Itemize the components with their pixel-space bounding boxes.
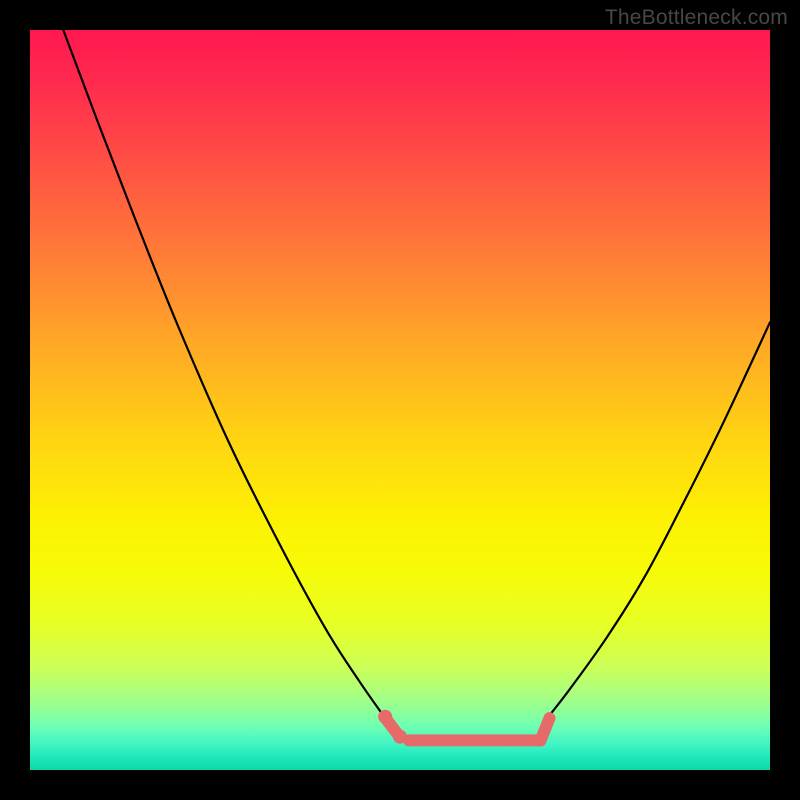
valley-dot-1 [393, 730, 407, 744]
curve-left_arm [63, 30, 385, 718]
valley-segment-2 [541, 718, 550, 740]
plot-area [30, 30, 770, 770]
curve-right_arm [544, 322, 770, 722]
valley-dot-0 [378, 710, 392, 724]
watermark-text: TheBottleneck.com [605, 6, 788, 30]
bottleneck-curve [30, 30, 770, 770]
